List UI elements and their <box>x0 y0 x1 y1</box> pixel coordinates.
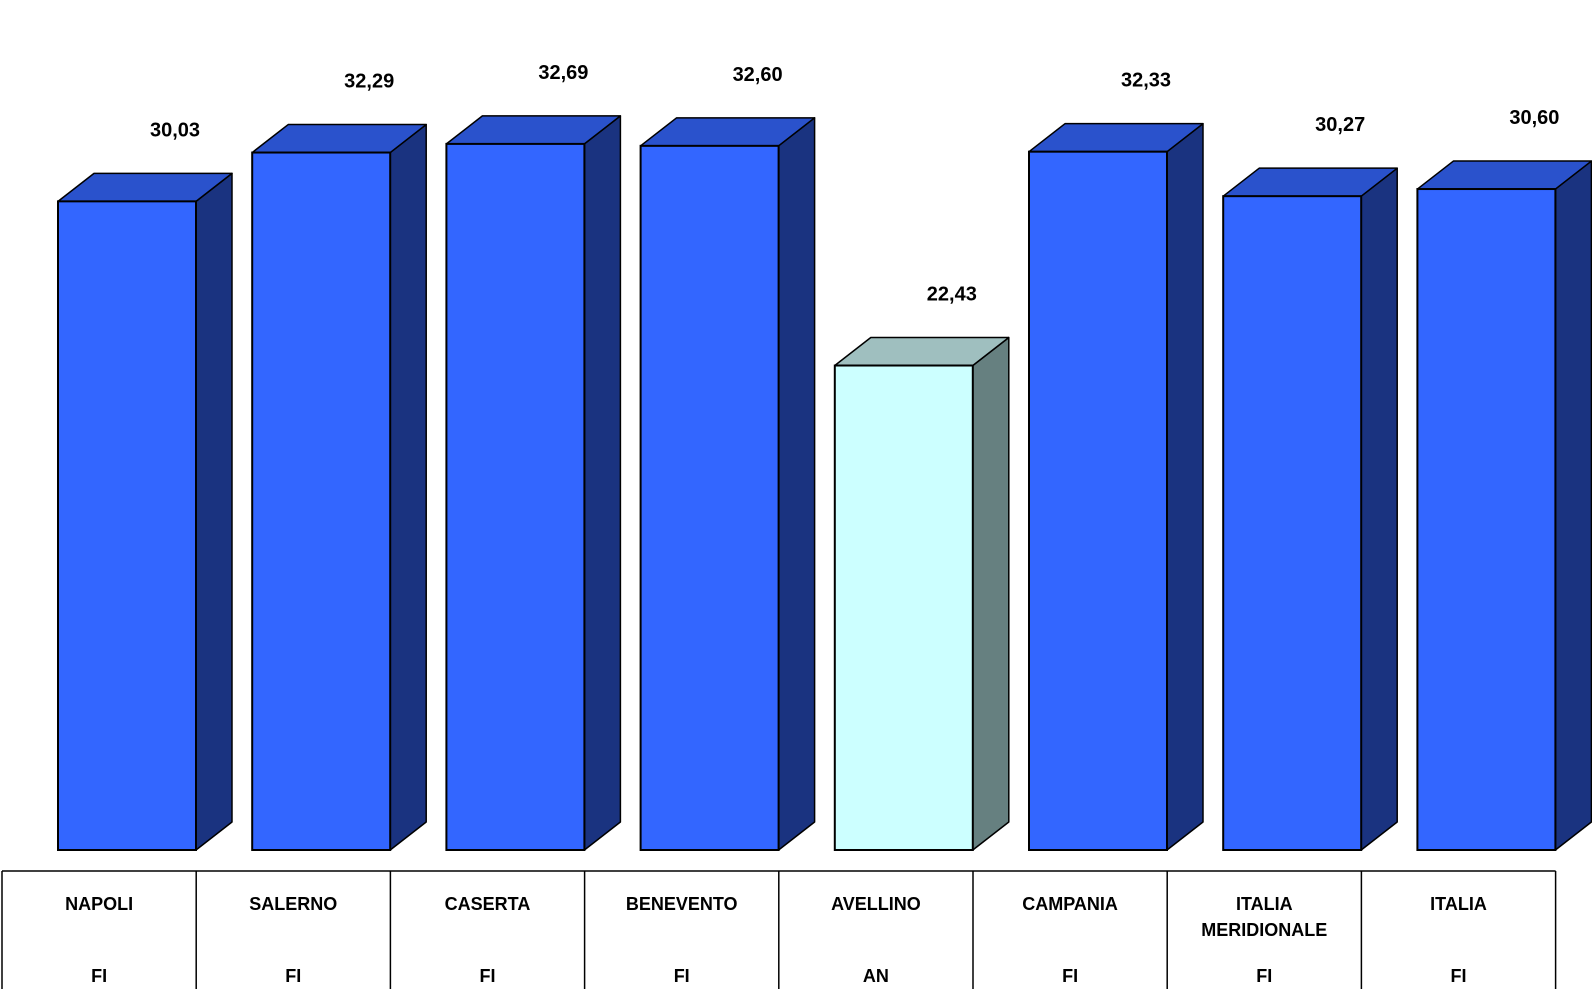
bar-side-face <box>389 123 427 851</box>
bar-front-face <box>1222 195 1363 851</box>
bar-front-face <box>251 151 392 851</box>
bar-side-face <box>1166 122 1204 851</box>
bar-salerno <box>251 123 427 851</box>
category-code: FI <box>1062 966 1078 986</box>
bar-avellino <box>833 336 1010 851</box>
bar-caserta <box>445 115 622 851</box>
category-code: FI <box>285 966 301 986</box>
bar-benevento <box>639 117 816 851</box>
bars-group <box>57 115 1592 852</box>
category-code: AN <box>863 966 889 986</box>
value-labels-group: 30,03 32,29 32,69 32,60 22,43 32,33 30,27 30,60 <box>150 62 1559 306</box>
category-label: NAPOLI <box>65 894 133 914</box>
bar-napoli <box>57 172 233 852</box>
category-label: CAMPANIA <box>1022 894 1118 914</box>
category-label: SALERNO <box>249 894 337 914</box>
bar-side-face <box>972 336 1010 851</box>
bar-campania <box>1028 122 1204 851</box>
value-label: 32,69 <box>538 62 588 84</box>
value-label: 32,29 <box>344 71 394 93</box>
bar-italia-meridionale <box>1222 167 1398 851</box>
category-label: MERIDIONALE <box>1201 920 1327 940</box>
value-label: 32,33 <box>1121 70 1171 92</box>
bar-front-face <box>445 142 586 851</box>
bar-side-face <box>1554 160 1592 851</box>
bar-side-face <box>1360 167 1398 851</box>
bar-side-face <box>583 115 622 851</box>
value-label: 32,60 <box>733 64 783 86</box>
category-label: ITALIA <box>1236 894 1293 914</box>
category-code: FI <box>674 966 690 986</box>
category-code: FI <box>1451 966 1467 986</box>
category-code: FI <box>1256 966 1272 986</box>
category-table: NAPOLI FI SALERNO FI CASERTA FI BENEVENTO FI AVE… <box>1 870 1557 989</box>
category-label: AVELLINO <box>831 894 921 914</box>
value-label: 30,60 <box>1509 107 1559 129</box>
value-label: 22,43 <box>927 284 977 306</box>
bar-side-face <box>777 117 816 851</box>
value-label: 30,27 <box>1315 114 1365 136</box>
bar-italia <box>1416 160 1592 852</box>
category-label: CASERTA <box>445 894 531 914</box>
bar-front-face <box>639 144 780 851</box>
bar-front-face <box>833 364 974 851</box>
category-code: FI <box>480 966 496 986</box>
bar-front-face <box>57 200 197 852</box>
bar-side-face <box>195 172 233 851</box>
category-label: BENEVENTO <box>626 894 738 914</box>
category-label: ITALIA <box>1430 894 1487 914</box>
category-code: FI <box>91 966 107 986</box>
value-label: 30,03 <box>150 119 200 141</box>
bar-front-face <box>1028 150 1168 851</box>
bar-front-face <box>1416 188 1557 852</box>
